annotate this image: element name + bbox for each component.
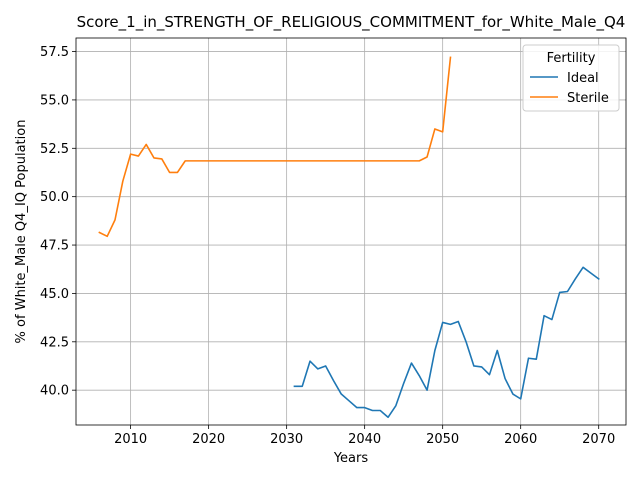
y-tick-label: 47.5 [40, 239, 69, 254]
y-axis: 40.0 42.5 45.0 47.5 50.0 52.5 55.0 57.5 [40, 45, 76, 399]
x-tick-label: 2060 [504, 432, 537, 447]
legend-label-ideal: Ideal [567, 71, 599, 86]
legend-title: Fertility [547, 51, 596, 66]
y-tick-label: 55.0 [40, 93, 69, 108]
y-tick-label: 52.5 [40, 142, 69, 157]
y-tick-label: 45.0 [40, 287, 69, 302]
legend-label-sterile: Sterile [567, 91, 609, 106]
x-axis-title: Years [333, 451, 369, 466]
legend-box [522, 44, 620, 112]
series-line-ideal [293, 266, 600, 419]
x-tick-label: 2030 [270, 432, 303, 447]
plot-frame [75, 37, 627, 426]
series-line-sterile [98, 56, 452, 238]
x-tick-label: 2040 [348, 432, 381, 447]
x-tick-label: 2010 [114, 432, 147, 447]
chart-title: Score_1_in_STRENGTH_OF_RELIGIOUS_COMMITM… [77, 13, 626, 32]
y-tick-label: 42.5 [40, 335, 69, 350]
y-tick-label: 40.0 [40, 384, 69, 399]
x-tick-label: 2050 [426, 432, 459, 447]
y-axis-title: % of White_Male Q4_IQ Population [14, 120, 29, 344]
y-tick-label: 50.0 [40, 190, 69, 205]
x-axis: 2010 2020 2030 2040 2050 2060 2070 [114, 425, 615, 447]
series-layer [98, 56, 600, 419]
grid-lines [76, 38, 626, 425]
x-tick-label: 2020 [192, 432, 225, 447]
y-tick-label: 57.5 [40, 45, 69, 60]
legend: Fertility Ideal Sterile [522, 44, 620, 112]
x-tick-label: 2070 [582, 432, 615, 447]
